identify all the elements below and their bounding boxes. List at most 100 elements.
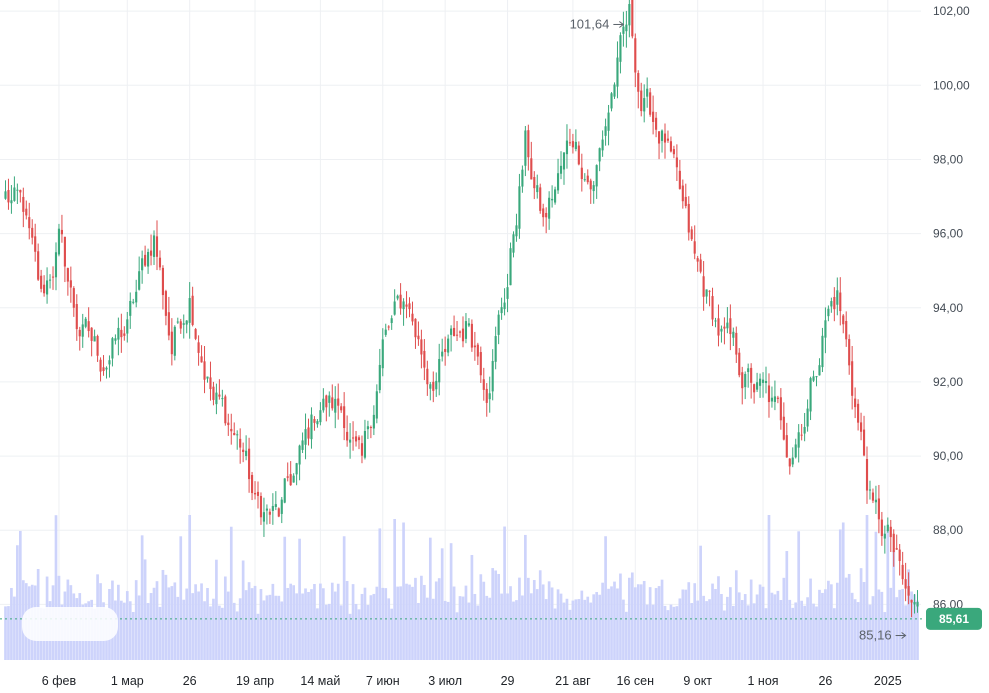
- candle-body: [51, 276, 55, 278]
- candle-body: [301, 440, 304, 450]
- volume-bar: [351, 584, 355, 660]
- candle-body: [747, 368, 750, 373]
- candle-body: [851, 361, 854, 396]
- candle-body: [72, 288, 75, 308]
- candle-body: [907, 586, 910, 596]
- volume-bar: [152, 587, 156, 660]
- volume-bar: [509, 586, 512, 660]
- volume-bar: [497, 573, 500, 660]
- volume-bar: [910, 591, 913, 660]
- volume-bar: [425, 597, 429, 660]
- volume-bar: [434, 581, 438, 660]
- volume-bar: [122, 602, 126, 660]
- volume-bar: [408, 584, 411, 660]
- candle-body: [438, 358, 441, 383]
- volume-bar: [841, 522, 845, 660]
- candle-body: [705, 289, 708, 297]
- volume-bar: [440, 548, 444, 660]
- candle-body: [268, 511, 271, 515]
- volume-bar: [830, 584, 833, 660]
- volume-bar: [726, 596, 729, 660]
- candle-body: [259, 496, 263, 518]
- candle-body: [518, 186, 521, 229]
- volume-bar: [524, 534, 527, 660]
- y-tick-label: 88,00: [933, 523, 963, 537]
- volume-bar: [345, 581, 349, 660]
- candle-body: [803, 427, 806, 434]
- candle-body: [239, 438, 242, 448]
- candle-body: [233, 432, 236, 436]
- candle-body: [78, 329, 81, 337]
- x-tick-label: 7 июн: [366, 674, 400, 688]
- candle-body: [556, 173, 560, 191]
- candle-body: [652, 111, 655, 122]
- volume-bar: [827, 580, 830, 660]
- candle-body: [577, 145, 580, 165]
- volume-bar: [360, 593, 364, 660]
- volume-bar: [806, 597, 809, 660]
- candle-body: [845, 320, 848, 340]
- candle-body: [580, 167, 583, 180]
- volume-bar: [856, 602, 860, 660]
- y-tick-label: 100,00: [933, 78, 970, 92]
- candle-body: [545, 212, 548, 218]
- candle-body: [625, 24, 628, 32]
- candle-body: [628, 4, 631, 26]
- volume-bar: [399, 586, 402, 660]
- volume-bar: [651, 604, 655, 660]
- candle-body: [767, 385, 771, 403]
- y-axis: 102,00 100,00 98,00 96,00 94,00 92,00 90,00 88,…: [933, 4, 970, 611]
- candle-body: [527, 130, 530, 158]
- volume-bar: [556, 589, 560, 660]
- x-tick-label: 3 июл: [428, 674, 462, 688]
- volume-bar: [13, 596, 16, 660]
- candle-body: [25, 208, 28, 216]
- volume-bar: [731, 605, 735, 660]
- candle-body: [212, 386, 215, 400]
- candle-body: [75, 304, 78, 330]
- volume-bar: [503, 526, 506, 660]
- volume-bar: [354, 603, 358, 660]
- volume-bar: [577, 599, 581, 660]
- volume-bar: [158, 606, 162, 660]
- volume-bar: [381, 587, 385, 660]
- candle-body: [372, 414, 375, 429]
- candle-body: [681, 185, 684, 202]
- candle-body: [482, 379, 485, 390]
- volume-bar: [592, 594, 596, 660]
- candle-body: [286, 476, 289, 478]
- x-tick-label: 14 май: [300, 674, 340, 688]
- volume-bar: [752, 603, 756, 660]
- candle-body: [138, 271, 141, 290]
- candle-body: [274, 504, 277, 507]
- volume-bar: [812, 603, 815, 660]
- candle-body: [877, 498, 880, 520]
- volume-bar: [301, 593, 304, 660]
- candle-body: [663, 133, 667, 143]
- candle-body: [619, 35, 622, 62]
- y-tick-label: 102,00: [933, 4, 970, 18]
- candle-body: [384, 329, 387, 335]
- volume-bar: [203, 601, 206, 660]
- volume-bar: [393, 518, 396, 660]
- volume-bar: [218, 605, 221, 660]
- candle-body: [565, 140, 569, 155]
- candle-body: [200, 356, 203, 363]
- candle-body: [901, 564, 904, 580]
- candle-body: [854, 398, 857, 408]
- candle-body: [396, 295, 399, 299]
- volume-bar: [672, 606, 676, 660]
- volume-bar: [405, 583, 408, 660]
- x-tick-label: 21 авг: [555, 674, 591, 688]
- candle-body: [589, 180, 592, 190]
- candle-body: [366, 426, 369, 430]
- volume-bar: [336, 583, 340, 660]
- volume-bar: [862, 582, 866, 660]
- candle-body: [340, 406, 343, 411]
- volume-bar: [791, 607, 795, 660]
- candle-body: [776, 397, 779, 399]
- candle-body: [702, 276, 705, 297]
- volume-bar: [140, 535, 144, 660]
- candle-body: [467, 323, 470, 326]
